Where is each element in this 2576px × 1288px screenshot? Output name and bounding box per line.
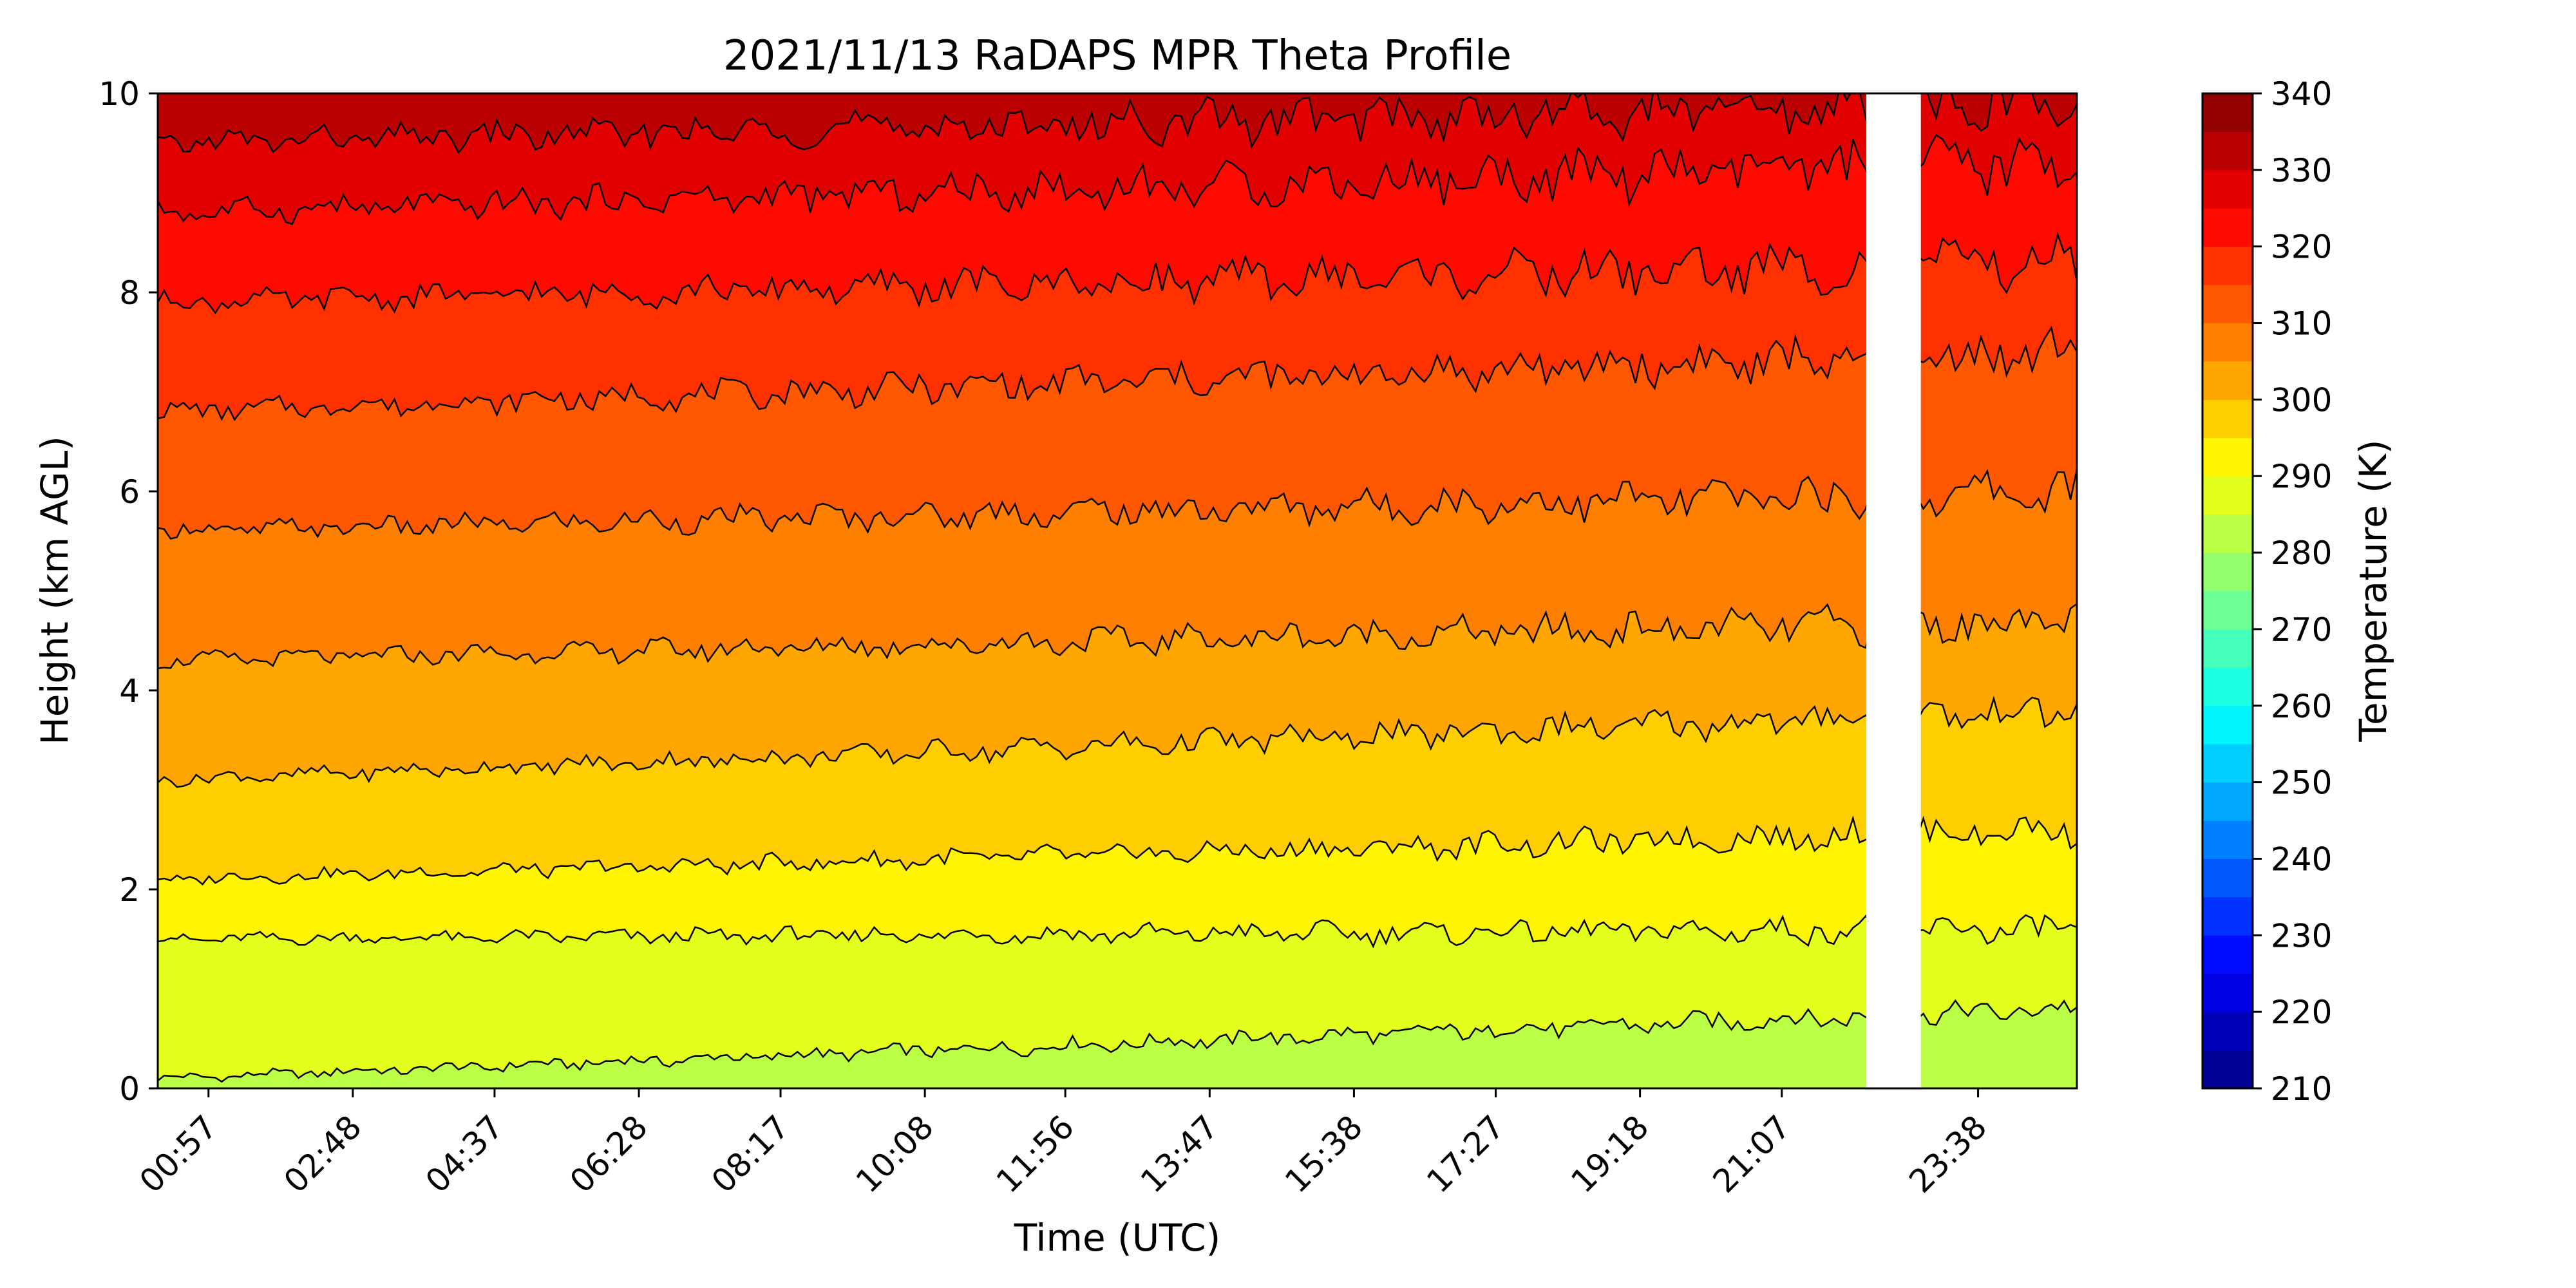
contour-line-300 — [158, 696, 2077, 788]
colorbar-tick-label: 320 — [2271, 229, 2332, 266]
colorbar-tick-label: 250 — [2271, 764, 2332, 802]
y-axis-label: Height (km AGL) — [33, 436, 77, 745]
colorbar-tick-label: 230 — [2271, 917, 2332, 954]
contour-line-320 — [158, 231, 2077, 314]
colorbar-tick-label: 300 — [2271, 381, 2332, 419]
colorbar-swatch — [2202, 131, 2253, 171]
colorbar-swatch — [2202, 667, 2253, 706]
x-tick-label: 06:28 — [563, 1108, 655, 1200]
plot-area — [158, 93, 2077, 1088]
y-tick-label: 8 — [119, 274, 140, 312]
contour-line-285 — [158, 999, 2077, 1083]
y-tick-label: 4 — [119, 672, 140, 710]
colorbar-label: Temperature (K) — [2351, 439, 2395, 742]
colorbar: 210 220 230 240 250 260 270 280 290 300 310 320 330 3… — [2201, 75, 2332, 1108]
contour-line-290 — [158, 914, 2077, 949]
colorbar-tick-label: 210 — [2271, 1070, 2332, 1108]
chart-title: 2021/11/13 RaDAPS MPR Theta Profile — [723, 32, 1511, 80]
colorbar-swatch — [2202, 935, 2253, 974]
colorbar-swatch — [2202, 399, 2253, 439]
colorbar-tick-label: 270 — [2271, 611, 2332, 649]
y-tick-label: 0 — [119, 1070, 140, 1108]
contour-line-330 — [158, 93, 2077, 155]
x-tick-label: 21:07 — [1706, 1108, 1798, 1200]
x-tick-label: 10:08 — [849, 1108, 941, 1200]
colorbar-swatch — [2202, 744, 2253, 783]
contour-line-305 — [158, 603, 2077, 669]
colorbar-tick-label: 330 — [2271, 152, 2332, 189]
colorbar-swatch — [2202, 1012, 2253, 1051]
missing-data-gap — [1866, 93, 1921, 1088]
colorbar-swatch — [2202, 973, 2253, 1012]
x-axis: 00:57 02:48 04:37 06:28 08:17 10:08 11:56 13:47… — [133, 1088, 1994, 1200]
y-tick-label: 2 — [119, 871, 140, 909]
colorbar-swatch — [2202, 246, 2253, 285]
colorbar-tick-label: 340 — [2271, 75, 2332, 113]
contour-line-310 — [158, 469, 2077, 540]
y-tick-label: 10 — [99, 75, 140, 113]
colorbar-swatch — [2202, 93, 2253, 132]
colorbar-swatch — [2202, 514, 2253, 553]
x-axis-label: Time (UTC) — [1014, 1216, 1221, 1260]
x-tick-label: 15:38 — [1278, 1108, 1370, 1200]
colorbar-swatch — [2202, 323, 2253, 362]
colorbar-swatch — [2202, 896, 2253, 936]
colorbar-swatch — [2202, 169, 2253, 209]
colorbar-swatch — [2202, 858, 2253, 898]
colorbar-swatch — [2202, 1050, 2253, 1089]
colorbar-swatch — [2202, 437, 2253, 477]
x-tick-label: 19:18 — [1564, 1108, 1656, 1200]
colorbar-swatch — [2202, 285, 2253, 324]
y-tick-label: 6 — [119, 473, 140, 511]
colorbar-tick-label: 290 — [2271, 458, 2332, 495]
x-tick-label: 23:38 — [1902, 1108, 1994, 1200]
colorbar-swatch — [2202, 705, 2253, 744]
colorbar-tick-label: 260 — [2271, 688, 2332, 725]
colorbar-swatch — [2202, 476, 2253, 515]
colorbar-swatch — [2202, 629, 2253, 668]
x-tick-label: 04:37 — [419, 1108, 511, 1200]
colorbar-swatch — [2202, 591, 2253, 630]
colorbar-swatch — [2202, 553, 2253, 591]
x-tick-label: 08:17 — [705, 1108, 797, 1200]
contour-line-315 — [158, 325, 2077, 421]
colorbar-swatch — [2202, 782, 2253, 821]
colorbar-swatch — [2202, 361, 2253, 400]
colorbar-swatch — [2202, 820, 2253, 859]
colorbar-tick-label: 280 — [2271, 535, 2332, 572]
colorbar-swatch — [2202, 208, 2253, 247]
x-tick-label: 13:47 — [1133, 1108, 1226, 1200]
colorbar-tick-label: 240 — [2271, 840, 2332, 878]
x-tick-label: 11:56 — [989, 1108, 1081, 1200]
x-tick-label: 17:27 — [1419, 1108, 1511, 1200]
theta-contour-lines — [158, 93, 2077, 1083]
x-tick-label: 00:57 — [133, 1108, 225, 1200]
plot-frame — [156, 92, 2078, 1090]
colorbar-frame — [2201, 92, 2254, 1090]
contour-line-295 — [158, 815, 2077, 886]
y-axis: 0 2 4 6 8 10 — [99, 75, 158, 1108]
x-tick-label: 02:48 — [277, 1108, 369, 1200]
colorbar-tick-label: 310 — [2271, 305, 2332, 343]
colorbar-tick-label: 220 — [2271, 994, 2332, 1031]
theta-band-330 — [158, 93, 2077, 153]
theta-color-bands — [158, 93, 2077, 1088]
contour-line-325 — [158, 133, 2077, 225]
